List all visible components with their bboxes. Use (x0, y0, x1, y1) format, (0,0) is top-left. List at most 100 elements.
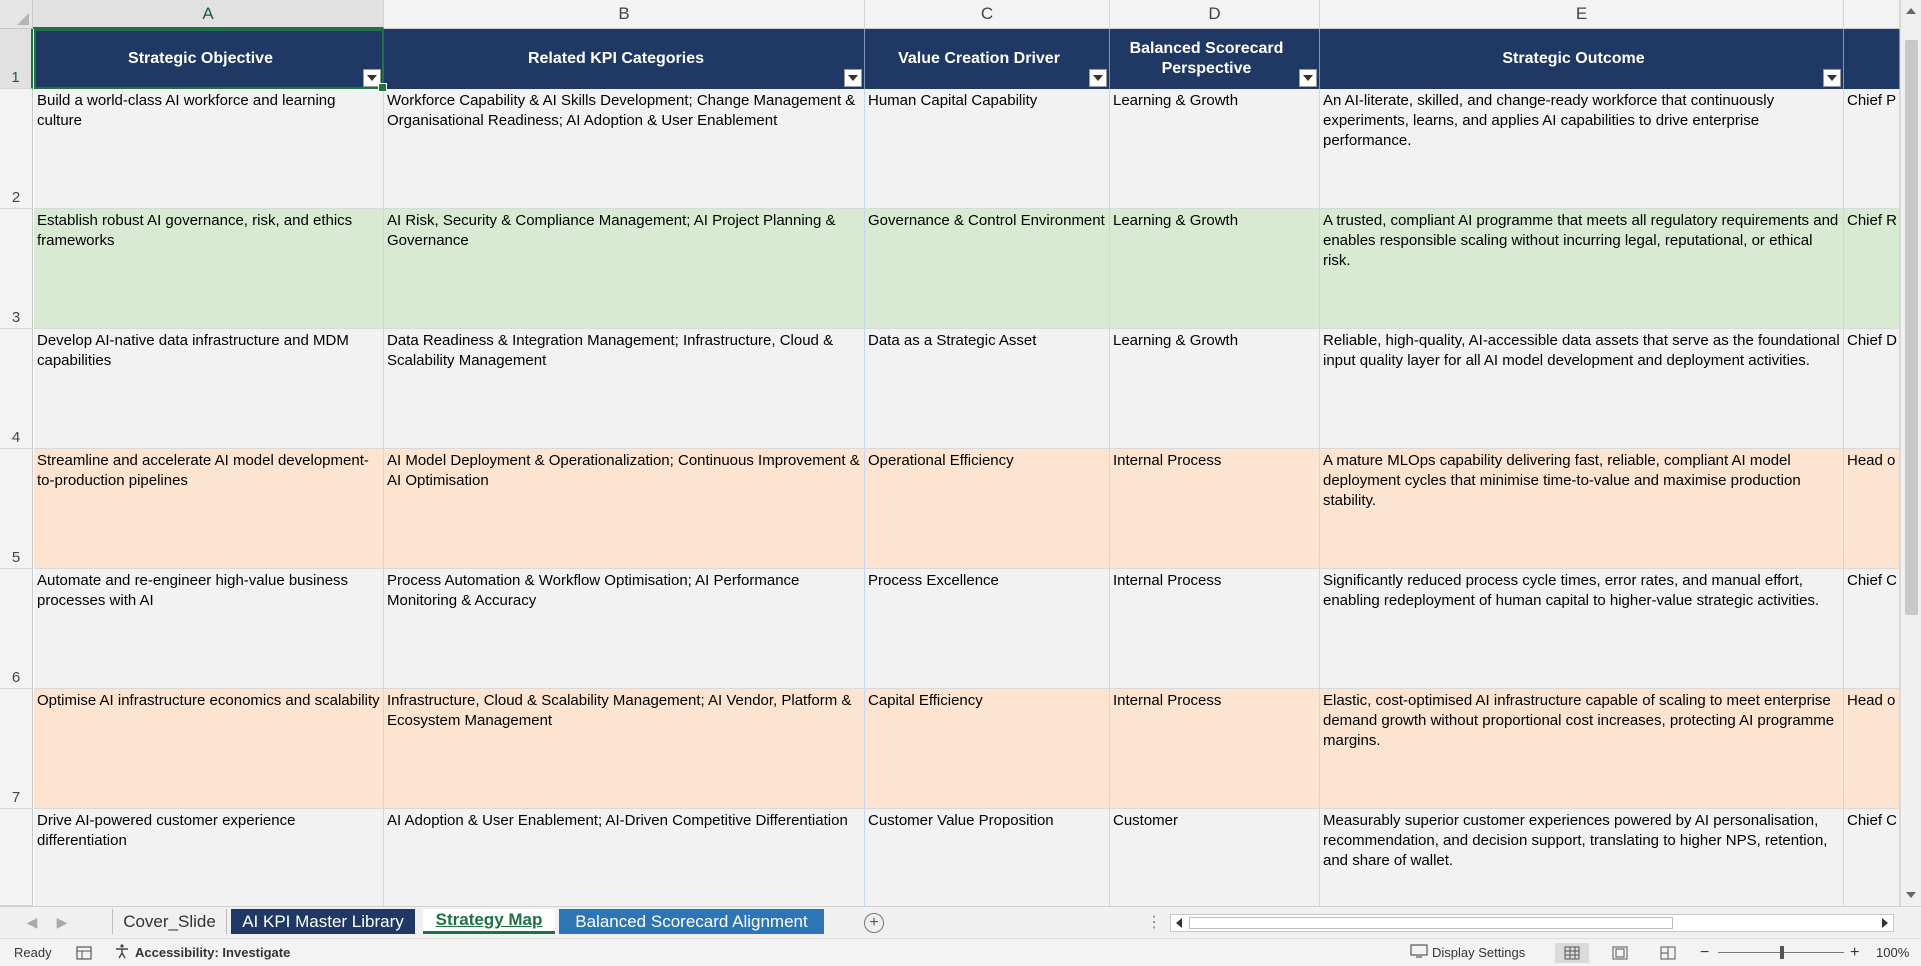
row-header-8[interactable] (0, 809, 33, 906)
cell-value-creation-driver[interactable]: Operational Efficiency (865, 449, 1110, 569)
zoom-in-button[interactable]: + (1850, 943, 1860, 961)
cell-owner-partial[interactable]: Chief C (1844, 569, 1900, 689)
display-settings-label: Display Settings (1432, 945, 1526, 960)
cell-value-creation-driver[interactable]: Human Capital Capability (865, 89, 1110, 209)
select-all-corner[interactable] (0, 0, 33, 29)
cell-balanced-scorecard-perspective[interactable]: Internal Process (1110, 449, 1320, 569)
plus-icon: + (869, 914, 879, 931)
cell-value-creation-driver[interactable]: Capital Efficiency (865, 689, 1110, 809)
row-header-1[interactable]: 1 (0, 29, 33, 89)
sheet-tab-cover-slide[interactable]: Cover_Slide (112, 909, 227, 934)
scroll-left-button[interactable] (1171, 915, 1187, 931)
horizontal-scrollbar[interactable] (1170, 914, 1894, 932)
cell-balanced-scorecard-perspective[interactable]: Learning & Growth (1110, 209, 1320, 329)
cell-balanced-scorecard-perspective[interactable]: Internal Process (1110, 569, 1320, 689)
page-layout-view-button[interactable] (1603, 943, 1637, 963)
header-cell-related-kpi-categories[interactable]: Related KPI Categories (384, 29, 865, 89)
filter-dropdown-button[interactable] (844, 69, 862, 87)
zoom-slider-thumb[interactable] (1780, 946, 1784, 959)
cell-related-kpi-categories[interactable]: Data Readiness & Integration Management;… (384, 329, 865, 449)
cell-related-kpi-categories[interactable]: Infrastructure, Cloud & Scalability Mana… (384, 689, 865, 809)
scroll-right-button[interactable] (1877, 915, 1893, 931)
cell-strategic-outcome[interactable]: Significantly reduced process cycle time… (1320, 569, 1844, 689)
page-layout-icon (1612, 946, 1628, 960)
chevron-down-icon (848, 75, 858, 81)
header-cell-value-creation-driver[interactable]: Value Creation Driver (865, 29, 1110, 89)
cell-related-kpi-categories[interactable]: Process Automation & Workflow Optimisati… (384, 569, 865, 689)
cell-owner-partial[interactable]: Head o (1844, 449, 1900, 569)
cell-related-kpi-categories[interactable]: Workforce Capability & AI Skills Develop… (384, 89, 865, 209)
tab-split-handle[interactable]: ⋮ (1146, 914, 1162, 931)
prev-sheet-button[interactable]: ◀ (20, 907, 44, 938)
column-header-e[interactable]: E (1320, 0, 1844, 29)
cell-strategic-objective[interactable]: Build a world-class AI workforce and lea… (34, 89, 384, 209)
row-header-2[interactable]: 2 (0, 89, 33, 209)
cell-value-creation-driver[interactable]: Governance & Control Environment (865, 209, 1110, 329)
header-cell-strategic-objective[interactable]: Strategic Objective (34, 29, 384, 89)
cell-strategic-outcome[interactable]: Reliable, high-quality, AI-accessible da… (1320, 329, 1844, 449)
cell-owner-partial[interactable]: Chief P (1844, 89, 1900, 209)
cell-owner-partial[interactable]: Chief C (1844, 809, 1900, 906)
row-header-7[interactable]: 7 (0, 689, 33, 809)
column-header-c[interactable]: C (865, 0, 1110, 29)
arrow-left-icon (1176, 918, 1182, 928)
cell-related-kpi-categories[interactable]: AI Adoption & User Enablement; AI-Driven… (384, 809, 865, 906)
cell-owner-partial[interactable]: Chief D (1844, 329, 1900, 449)
cell-related-kpi-categories[interactable]: AI Risk, Security & Compliance Managemen… (384, 209, 865, 329)
scroll-up-button[interactable] (1901, 2, 1921, 20)
filter-dropdown-button[interactable] (363, 69, 381, 87)
row-header-5[interactable]: 5 (0, 449, 33, 569)
cell-related-kpi-categories[interactable]: AI Model Deployment & Operationalization… (384, 449, 865, 569)
vertical-scrollbar[interactable] (1900, 0, 1921, 906)
cell-strategic-objective[interactable]: Optimise AI infrastructure economics and… (34, 689, 384, 809)
cell-value-creation-driver[interactable]: Customer Value Proposition (865, 809, 1110, 906)
row-header-6[interactable]: 6 (0, 569, 33, 689)
cell-value-creation-driver[interactable]: Data as a Strategic Asset (865, 329, 1110, 449)
row-header-4[interactable]: 4 (0, 329, 33, 449)
column-header-a[interactable]: A (33, 0, 384, 29)
zoom-out-button[interactable]: − (1700, 943, 1710, 961)
accessibility-checker[interactable]: Accessibility: Investigate (114, 939, 290, 966)
cell-balanced-scorecard-perspective[interactable]: Learning & Growth (1110, 89, 1320, 209)
sheet-tab-balanced-scorecard-alignment[interactable]: Balanced Scorecard Alignment (559, 909, 824, 934)
cell-strategic-objective[interactable]: Establish robust AI governance, risk, an… (34, 209, 384, 329)
cell-strategic-objective[interactable]: Automate and re-engineer high-value busi… (34, 569, 384, 689)
cell-owner-partial[interactable]: Head o (1844, 689, 1900, 809)
cell-value-creation-driver[interactable]: Process Excellence (865, 569, 1110, 689)
scroll-down-button[interactable] (1901, 886, 1921, 904)
cell-balanced-scorecard-perspective[interactable]: Internal Process (1110, 689, 1320, 809)
cell-strategic-outcome[interactable]: An AI-literate, skilled, and change-read… (1320, 89, 1844, 209)
cell-strategic-outcome[interactable]: A mature MLOps capability delivering fas… (1320, 449, 1844, 569)
cell-strategic-outcome[interactable]: Measurably superior customer experiences… (1320, 809, 1844, 906)
column-header-d[interactable]: D (1110, 0, 1320, 29)
cell-strategic-objective[interactable]: Streamline and accelerate AI model devel… (34, 449, 384, 569)
column-header-b[interactable]: B (384, 0, 865, 29)
column-header-f[interactable] (1844, 0, 1900, 29)
sheet-tab-ai-kpi-master-library[interactable]: AI KPI Master Library (231, 909, 415, 934)
normal-view-button[interactable] (1555, 943, 1589, 963)
add-sheet-button[interactable]: + (864, 913, 884, 933)
row-header-3[interactable]: 3 (0, 209, 33, 329)
macro-recording-icon[interactable] (76, 939, 92, 966)
horizontal-scroll-thumb[interactable] (1189, 917, 1673, 929)
worksheet-grid[interactable]: A B C D E 1 2 3 4 5 6 7 Strategic Object… (0, 0, 1921, 906)
page-break-view-button[interactable] (1651, 943, 1685, 963)
header-cell-owner-partial[interactable] (1844, 29, 1900, 89)
header-cell-balanced-scorecard-perspective[interactable]: Balanced Scorecard Perspective (1110, 29, 1320, 89)
cell-owner-partial[interactable]: Chief R (1844, 209, 1900, 329)
cell-balanced-scorecard-perspective[interactable]: Customer (1110, 809, 1320, 906)
next-sheet-button[interactable]: ▶ (50, 907, 74, 938)
vertical-scroll-thumb[interactable] (1905, 40, 1918, 615)
filter-dropdown-button[interactable] (1823, 69, 1841, 87)
cell-strategic-outcome[interactable]: A trusted, compliant AI programme that m… (1320, 209, 1844, 329)
cell-strategic-objective[interactable]: Drive AI-powered customer experience dif… (34, 809, 384, 906)
display-settings-button[interactable]: Display Settings (1410, 939, 1525, 966)
filter-dropdown-button[interactable] (1299, 69, 1317, 87)
zoom-level[interactable]: 100% (1876, 945, 1910, 960)
cell-balanced-scorecard-perspective[interactable]: Learning & Growth (1110, 329, 1320, 449)
filter-dropdown-button[interactable] (1089, 69, 1107, 87)
sheet-tab-strategy-map[interactable]: Strategy Map (423, 909, 555, 934)
header-cell-strategic-outcome[interactable]: Strategic Outcome (1320, 29, 1844, 89)
cell-strategic-objective[interactable]: Develop AI-native data infrastructure an… (34, 329, 384, 449)
cell-strategic-outcome[interactable]: Elastic, cost-optimised AI infrastructur… (1320, 689, 1844, 809)
